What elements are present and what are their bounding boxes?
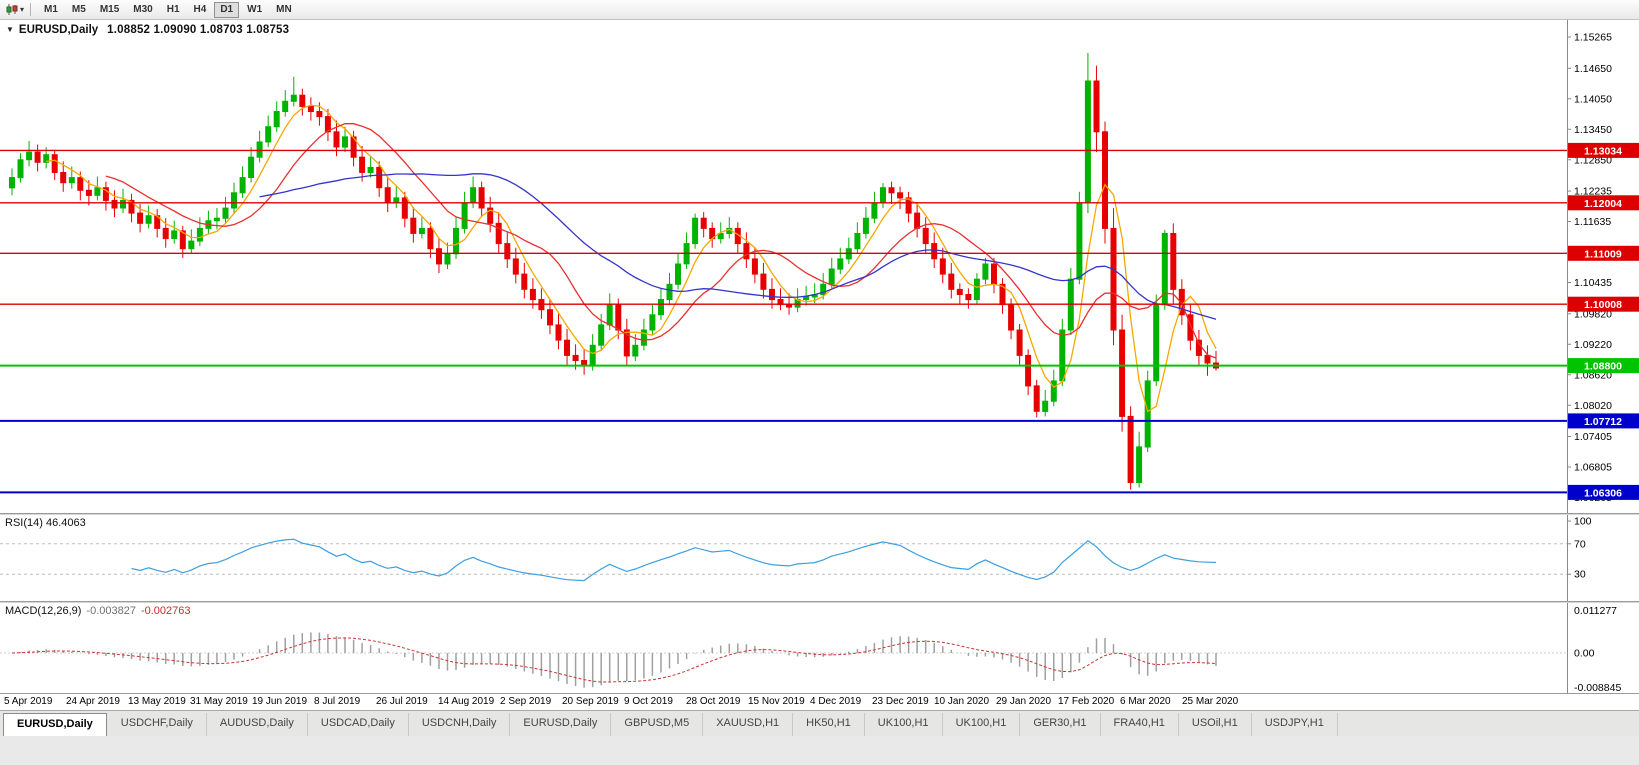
svg-text:1.07405: 1.07405 — [1574, 431, 1612, 443]
date-label: 19 Jun 2019 — [252, 696, 307, 707]
timeframe-m1[interactable]: M1 — [38, 2, 64, 18]
date-label: 25 Mar 2020 — [1182, 696, 1238, 707]
timeframe-w1[interactable]: W1 — [241, 2, 268, 18]
mid-ma-line — [106, 124, 1216, 358]
macd-name-text: MACD(12,26,9) — [5, 605, 81, 617]
date-label: 10 Jan 2020 — [934, 696, 989, 707]
svg-text:1.15265: 1.15265 — [1574, 32, 1612, 44]
svg-text:1.09220: 1.09220 — [1574, 339, 1612, 351]
date-label: 4 Dec 2019 — [810, 696, 861, 707]
chart-symbol-label: EURUSD,Daily — [19, 24, 98, 36]
timeframe-h1[interactable]: H1 — [161, 2, 186, 18]
date-label: 17 Feb 2020 — [1058, 696, 1114, 707]
rsi-label-text: RSI(14) 46.4063 — [5, 517, 86, 529]
date-label: 6 Mar 2020 — [1120, 696, 1171, 707]
svg-text:1.10008: 1.10008 — [1584, 299, 1622, 311]
svg-text:1.12004: 1.12004 — [1584, 198, 1622, 210]
svg-text:1.06805: 1.06805 — [1574, 462, 1612, 474]
date-label: 2 Sep 2019 — [500, 696, 551, 707]
date-label: 26 Jul 2019 — [376, 696, 428, 707]
tab-usdchf-daily[interactable]: USDCHF,Daily — [108, 713, 207, 736]
rsi-chart-canvas[interactable]: 100 70 30 — [0, 515, 1639, 601]
macd-main-value: -0.003827 — [86, 605, 136, 617]
svg-text:1.06306: 1.06306 — [1584, 487, 1622, 499]
tab-eurusd-daily[interactable]: EURUSD,Daily — [3, 713, 107, 736]
svg-text:1.13034: 1.13034 — [1584, 145, 1622, 157]
rsi-indicator-panel[interactable]: RSI(14) 46.4063 100 70 30 — [0, 515, 1639, 601]
svg-text:1.07712: 1.07712 — [1584, 416, 1622, 428]
date-label: 28 Oct 2019 — [686, 696, 740, 707]
macd-chart-canvas[interactable]: 0.011277 0.00 -0.008845 — [0, 603, 1639, 693]
chart-ohlc-values: 1.08852 1.09090 1.08703 1.08753 — [107, 24, 289, 36]
candles — [10, 53, 1219, 490]
svg-text:1.08800: 1.08800 — [1584, 361, 1622, 373]
tab-fra40-h1[interactable]: FRA40,H1 — [1101, 713, 1179, 736]
date-label: 14 Aug 2019 — [438, 696, 494, 707]
main-price-chart[interactable]: ▼ EURUSD,Daily 1.08852 1.09090 1.08703 1.0… — [0, 20, 1639, 513]
tab-xauusd-h1[interactable]: XAUUSD,H1 — [703, 713, 793, 736]
rsi-label: RSI(14) 46.4063 — [5, 517, 86, 529]
date-label: 5 Apr 2019 — [4, 696, 52, 707]
date-label: 29 Jan 2020 — [996, 696, 1051, 707]
timeframe-d1[interactable]: D1 — [214, 2, 239, 18]
dropdown-arrow-icon[interactable]: ▾ — [20, 5, 24, 14]
date-label: 15 Nov 2019 — [748, 696, 805, 707]
timeframe-mn[interactable]: MN — [270, 2, 298, 18]
tab-usdcad-daily[interactable]: USDCAD,Daily — [308, 713, 409, 736]
chart-tab-bar: EURUSD,Daily USDCHF,Daily AUDUSD,Daily U… — [0, 710, 1639, 736]
tab-ger30-h1[interactable]: GER30,H1 — [1020, 713, 1100, 736]
date-label: 24 Apr 2019 — [66, 696, 120, 707]
timeframe-m30[interactable]: M30 — [127, 2, 158, 18]
tab-usdjpy-h1[interactable]: USDJPY,H1 — [1252, 713, 1338, 736]
svg-text:1.14650: 1.14650 — [1574, 63, 1612, 75]
svg-text:70: 70 — [1574, 538, 1586, 550]
date-label: 31 May 2019 — [190, 696, 248, 707]
price-axis: 1.152651.146501.140501.134501.128501.122… — [1567, 20, 1639, 513]
svg-text:1.11009: 1.11009 — [1584, 248, 1622, 260]
tab-uk100-h1[interactable]: UK100,H1 — [865, 713, 943, 736]
date-label: 8 Jul 2019 — [314, 696, 360, 707]
timeframe-m15[interactable]: M15 — [94, 2, 125, 18]
date-label: 23 Dec 2019 — [872, 696, 929, 707]
bottom-strip — [0, 736, 1639, 765]
timeframe-h4[interactable]: H4 — [188, 2, 213, 18]
svg-text:1.11635: 1.11635 — [1574, 216, 1611, 228]
macd-signal-line — [12, 638, 1216, 682]
svg-text:-0.008845: -0.008845 — [1574, 682, 1621, 693]
svg-text:1.08020: 1.08020 — [1574, 400, 1612, 412]
svg-text:1.10435: 1.10435 — [1574, 277, 1612, 289]
svg-text:0.00: 0.00 — [1574, 647, 1595, 659]
svg-text:30: 30 — [1574, 569, 1586, 581]
top-toolbar: ▾ M1 M5 M15 M30 H1 H4 D1 W1 MN — [0, 0, 1639, 20]
timeframe-m5[interactable]: M5 — [66, 2, 92, 18]
toolbar-separator — [30, 3, 31, 16]
tab-hk50-h1[interactable]: HK50,H1 — [793, 713, 865, 736]
chart-type-icon[interactable] — [5, 3, 19, 16]
tab-usdcnh-daily[interactable]: USDCNH,Daily — [409, 713, 511, 736]
candlestick-icon — [5, 3, 19, 16]
date-label: 13 May 2019 — [128, 696, 186, 707]
tab-usoil-h1[interactable]: USOil,H1 — [1179, 713, 1252, 736]
tab-audusd-daily[interactable]: AUDUSD,Daily — [207, 713, 308, 736]
chart-marker-icon: ▼ — [6, 25, 14, 34]
macd-signal-value: -0.002763 — [141, 605, 191, 617]
candlestick-chart-canvas[interactable]: 1.152651.146501.140501.134501.128501.122… — [0, 20, 1639, 513]
macd-indicator-panel[interactable]: MACD(12,26,9) -0.003827 -0.002763 0.011277… — [0, 603, 1639, 693]
time-axis: 5 Apr 2019 24 Apr 2019 13 May 2019 31 May 2… — [0, 693, 1639, 710]
date-label: 20 Sep 2019 — [562, 696, 619, 707]
svg-text:1.13450: 1.13450 — [1574, 124, 1612, 136]
tab-gbpusd-m5[interactable]: GBPUSD,M5 — [611, 713, 703, 736]
chart-ohlc-readout: ▼ EURUSD,Daily 1.08852 1.09090 1.08703 1.0… — [6, 24, 289, 36]
svg-text:1.14050: 1.14050 — [1574, 93, 1612, 105]
macd-histogram — [12, 633, 1216, 688]
svg-text:100: 100 — [1574, 516, 1592, 528]
svg-text:0.011277: 0.011277 — [1574, 605, 1617, 617]
macd-label: MACD(12,26,9) -0.003827 -0.002763 — [5, 605, 191, 617]
date-label: 9 Oct 2019 — [624, 696, 673, 707]
tab-uk100-h1-2[interactable]: UK100,H1 — [943, 713, 1021, 736]
tab-eurusd-daily-2[interactable]: EURUSD,Daily — [510, 713, 611, 736]
